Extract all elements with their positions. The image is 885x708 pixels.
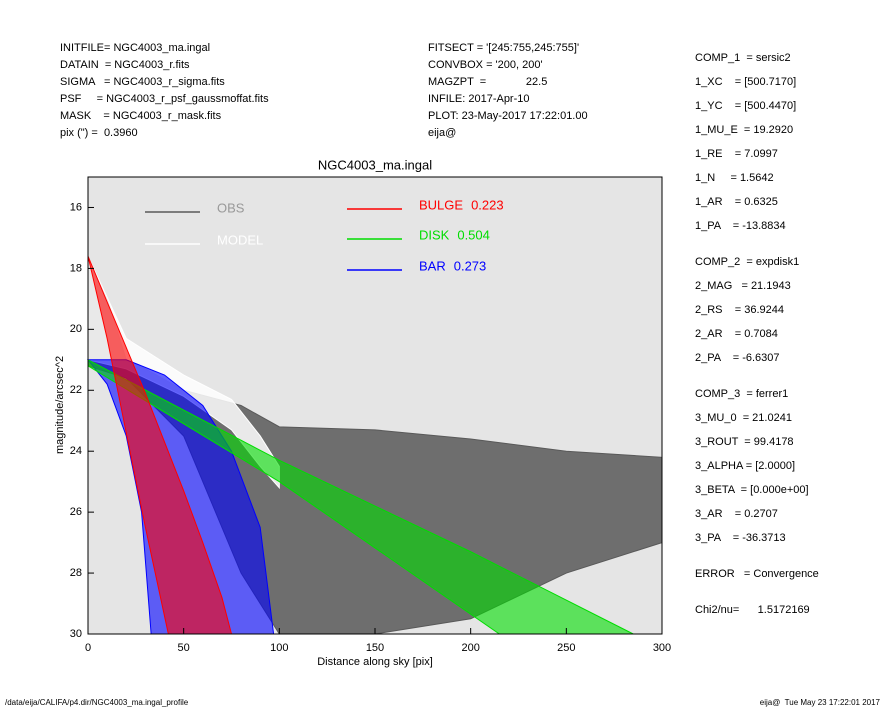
x-tick-label: 0 [85, 642, 91, 654]
y-axis-label: magnitude/arcsec^2 [54, 356, 66, 454]
legend-fraction: 0.273 [454, 258, 487, 273]
parameter-line: Chi2/nu= 1.5172169 [695, 604, 810, 616]
header-line: PSF = NGC4003_r_psf_gaussmoffat.fits [60, 93, 269, 105]
x-axis-label: Distance along sky [pix] [317, 656, 433, 668]
x-tick-label: 200 [461, 642, 479, 654]
chart-title: NGC4003_ma.ingal [318, 157, 432, 172]
y-tick-label: 22 [70, 384, 82, 396]
legend-fraction: 0.504 [457, 227, 490, 242]
legend-label: BULGE [419, 197, 463, 212]
parameter-line: 1_YC = [500.4470] [695, 100, 796, 112]
parameter-line: 2_AR = 0.7084 [695, 328, 778, 340]
parameter-line: 3_PA = -36.3713 [695, 532, 786, 544]
parameter-line: COMP_2 = expdisk1 [695, 256, 799, 268]
x-tick-label: 50 [178, 642, 190, 654]
y-tick-label: 18 [70, 262, 82, 274]
x-tick-label: 150 [366, 642, 384, 654]
parameter-line: 1_XC = [500.7170] [695, 76, 796, 88]
header-line: INFILE: 2017-Apr-10 [428, 93, 530, 105]
y-tick-label: 16 [70, 201, 82, 213]
legend-fraction: 0.223 [471, 197, 504, 212]
parameter-line: COMP_3 = ferrer1 [695, 388, 788, 400]
header-line: MASK = NGC4003_r_mask.fits [60, 110, 222, 122]
y-tick-label: 28 [70, 567, 82, 579]
parameter-line: 3_ALPHA = [2.0000] [695, 460, 795, 472]
y-tick-label: 20 [70, 323, 82, 335]
parameter-line: 1_PA = -13.8834 [695, 220, 786, 232]
legend-label: DISK [419, 227, 450, 242]
footer-path: /data/eija/CALIFA/p4.dir/NGC4003_ma.inga… [5, 698, 189, 707]
legend-label: BAR [419, 258, 446, 273]
y-tick-label: 26 [70, 506, 82, 518]
parameter-line: 2_MAG = 21.1943 [695, 280, 791, 292]
header-line: MAGZPT = 22.5 [428, 76, 547, 88]
profile-band [87, 256, 233, 635]
legend-label: MODEL [217, 232, 263, 247]
parameter-line: 3_MU_0 = 21.0241 [695, 412, 792, 424]
x-tick-label: 250 [557, 642, 575, 654]
y-tick-label: 30 [70, 628, 82, 640]
parameter-line: 1_AR = 0.6325 [695, 196, 778, 208]
parameter-line: COMP_1 = sersic2 [695, 52, 791, 64]
parameter-line: 3_ROUT = 99.4178 [695, 436, 794, 448]
parameter-line: 3_BETA = [0.000e+00] [695, 484, 809, 496]
footer-date: eija@ Tue May 23 17:22:01 2017 [760, 698, 881, 707]
header-line: CONVBOX = '200, 200' [428, 59, 543, 71]
parameter-line: ERROR = Convergence [695, 568, 819, 580]
header-line: SIGMA = NGC4003_r_sigma.fits [60, 76, 225, 88]
x-tick-label: 100 [270, 642, 288, 654]
header-line: DATAIN = NGC4003_r.fits [60, 59, 190, 71]
parameter-line: 1_MU_E = 19.2920 [695, 124, 793, 136]
legend-label: OBS [217, 200, 245, 215]
parameter-line: 3_AR = 0.2707 [695, 508, 778, 520]
parameter-line: 2_RS = 36.9244 [695, 304, 784, 316]
parameter-line: 2_PA = -6.6307 [695, 352, 780, 364]
header-line: INITFILE= NGC4003_ma.ingal [60, 42, 210, 54]
header-line: PLOT: 23-May-2017 17:22:01.00 [428, 110, 588, 122]
header-line: eija@ [428, 127, 456, 139]
header-line: pix (") = 0.3960 [60, 127, 138, 139]
parameter-line: 1_RE = 7.0997 [695, 148, 778, 160]
header-line: FITSECT = '[245:755,245:755]' [428, 42, 579, 54]
y-tick-label: 24 [70, 445, 82, 457]
parameter-line: 1_N = 1.5642 [695, 172, 774, 184]
x-tick-label: 300 [653, 642, 671, 654]
